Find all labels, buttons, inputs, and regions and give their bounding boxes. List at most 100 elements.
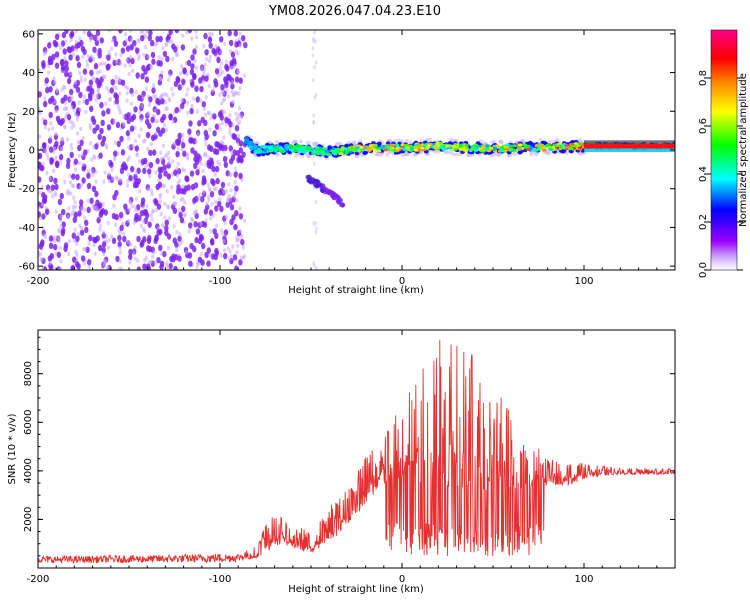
noise-blob <box>153 198 158 205</box>
noise-blob <box>222 189 226 195</box>
noise-blob <box>217 200 222 208</box>
noise-blob <box>208 42 213 49</box>
noise-blob <box>166 173 172 180</box>
noise-blob <box>68 180 72 185</box>
noise-blob <box>102 230 106 235</box>
noise-blob <box>129 55 133 60</box>
noise-blob <box>88 123 92 128</box>
noise-blob <box>106 124 112 131</box>
noise-blob <box>72 238 76 243</box>
noise-blob <box>75 174 80 181</box>
noise-blob <box>180 44 186 51</box>
noise-blob <box>141 95 145 100</box>
band-halo <box>548 139 553 144</box>
noise-blob <box>113 40 119 47</box>
noise-blob <box>73 227 77 232</box>
noise-blob <box>41 161 45 166</box>
noise-blob <box>216 56 221 64</box>
noise-blob <box>195 264 199 270</box>
noise-blob <box>60 87 64 92</box>
noise-blob <box>69 88 74 96</box>
y-tick-label: 6000 <box>23 410 34 435</box>
noise-blob <box>188 137 193 144</box>
noise-blob <box>52 267 56 270</box>
noise-blob <box>162 164 167 171</box>
noise-blob <box>102 262 106 267</box>
noise-blob <box>63 125 67 130</box>
noise-blob <box>198 192 202 197</box>
noise-blob <box>98 152 103 159</box>
band-core <box>373 144 378 148</box>
colorbar-label: Normalized spectral amplitude <box>738 73 749 227</box>
noise-blob <box>167 96 171 102</box>
noise-blob <box>193 221 198 228</box>
noise-blob <box>147 34 152 42</box>
noise-blob <box>236 68 240 74</box>
noise-blob <box>50 95 55 103</box>
noise-blob <box>211 179 216 187</box>
noise-blob <box>222 238 226 244</box>
noise-blob <box>78 36 82 41</box>
band-core <box>470 147 475 151</box>
spectrogram-axes: -200 -100 0 100 60 40 20 0 -20 -40 -60 <box>19 29 676 287</box>
noise-blob <box>129 44 134 51</box>
noise-blob <box>237 112 241 118</box>
noise-blob <box>54 235 58 240</box>
noise-blob <box>93 251 97 256</box>
noise-blob <box>200 65 204 71</box>
noise-blob <box>160 98 165 105</box>
noise-blob <box>145 131 151 139</box>
noise-blob <box>202 106 206 111</box>
noise-blob <box>151 58 156 65</box>
band-core <box>284 143 289 147</box>
noise-blob <box>119 61 123 66</box>
noise-blob <box>206 260 211 267</box>
noise-blob <box>79 199 84 206</box>
band-core <box>479 149 484 153</box>
noise-blob <box>210 32 214 37</box>
spectrogram-y-label: Frequency (Hz) <box>7 112 18 188</box>
noise-blob <box>208 216 213 221</box>
noise-blob <box>147 168 152 175</box>
noise-blob <box>177 255 182 262</box>
noise-blob <box>126 239 130 245</box>
noise-blob <box>49 146 54 153</box>
noise-blob <box>214 247 219 255</box>
streak-blob <box>311 53 315 58</box>
noise-blob <box>194 30 198 34</box>
noise-blob <box>63 70 69 78</box>
noise-blob <box>84 98 90 106</box>
noise-blob <box>137 215 142 222</box>
noise-blob <box>53 177 58 184</box>
branch-blob <box>320 188 325 193</box>
noise-blob <box>212 113 217 120</box>
colorbar-tick-label: 0.4 <box>698 166 709 182</box>
colorbar-tick-label: 0.0 <box>698 262 709 278</box>
noise-blob <box>80 45 86 53</box>
noise-blob <box>178 108 182 113</box>
branch-blob <box>327 190 332 196</box>
noise-blob <box>86 85 91 92</box>
noise-blob <box>190 216 194 222</box>
noise-blob <box>110 167 114 172</box>
noise-blob <box>158 35 163 43</box>
noise-blob <box>238 172 243 180</box>
noise-blob <box>98 211 104 218</box>
noise-blob <box>92 243 96 248</box>
band-core <box>409 148 414 152</box>
noise-blob <box>172 207 178 214</box>
noise-blob <box>53 146 57 152</box>
noise-blob <box>114 98 120 105</box>
noise-blob <box>105 145 109 150</box>
noise-blob <box>128 174 133 182</box>
secondary-branch <box>305 174 346 208</box>
noise-blob <box>122 114 126 119</box>
noise-blob <box>155 35 160 43</box>
noise-blob <box>220 144 225 151</box>
noise-blob <box>111 212 117 220</box>
band-core <box>413 143 419 147</box>
noise-blob <box>149 212 153 217</box>
noise-blob <box>38 68 41 73</box>
noise-blob <box>69 71 73 76</box>
band-core <box>542 148 547 152</box>
